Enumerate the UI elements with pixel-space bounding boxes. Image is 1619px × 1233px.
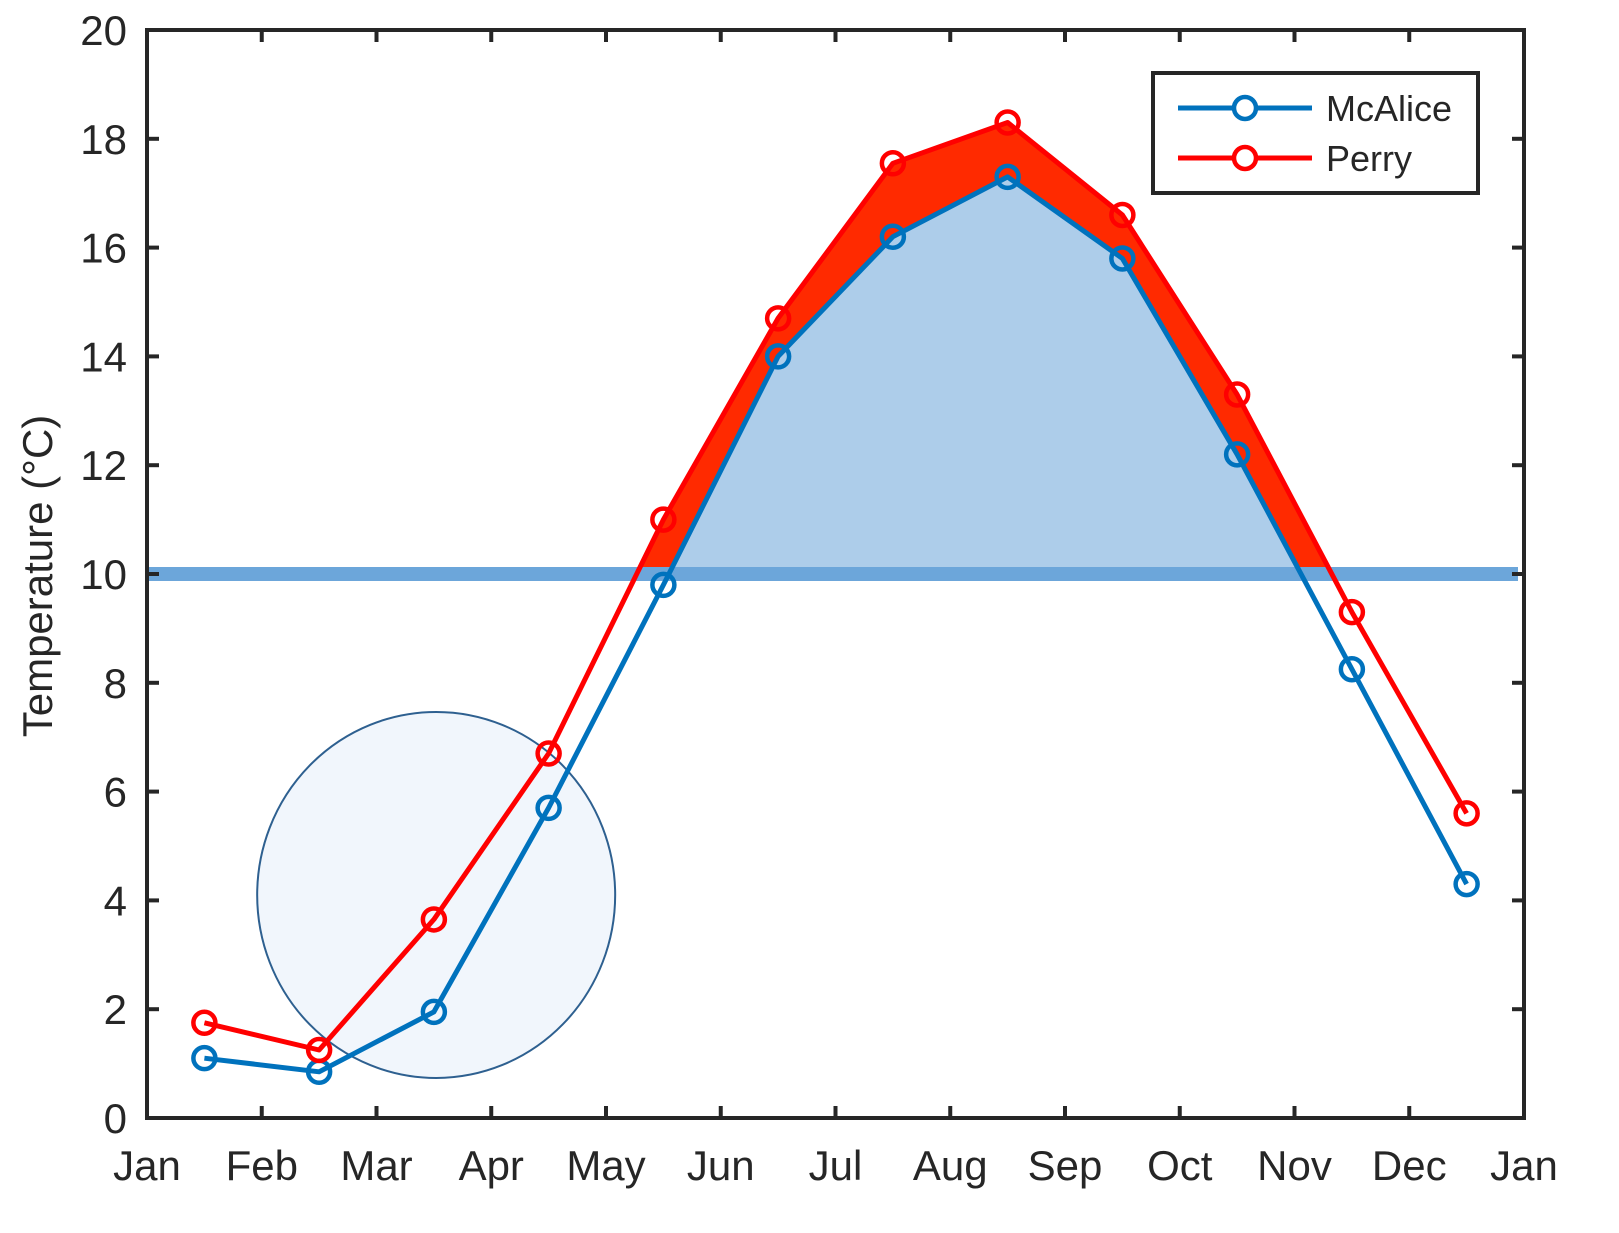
x-tick-label: Feb (226, 1142, 298, 1189)
data-point-perry (764, 305, 792, 332)
x-tick-label: Jul (809, 1142, 863, 1189)
series-line-mcalice (204, 174, 1469, 1075)
x-tick-label: Sep (1028, 1142, 1103, 1189)
data-point-mcalice (535, 794, 562, 822)
legend-items: McAlice Perry (1178, 88, 1452, 179)
x-tick-label: Oct (1147, 1142, 1213, 1189)
series-line-perry (203, 120, 1469, 1053)
y-tick-label: 2 (104, 986, 127, 1033)
annotation-layer (256, 710, 617, 1079)
legend-label-mcalice: McAlice (1326, 88, 1452, 129)
data-point-perry (305, 1036, 333, 1064)
x-tick-label: Mar (340, 1142, 412, 1189)
x-tick-label: May (566, 1142, 645, 1189)
x-tick-label: Jun (687, 1142, 755, 1189)
highlight-circle (256, 710, 617, 1079)
y-tick-label: 0 (104, 1095, 127, 1142)
data-point-perry (535, 740, 562, 767)
data-point-mcalice (1223, 441, 1251, 468)
data-point-perry (1223, 381, 1251, 408)
x-tick-label: Apr (459, 1142, 524, 1189)
y-tick-label: 4 (104, 877, 127, 924)
x-tick-label: Jan (1490, 1142, 1558, 1189)
y-tick-label: 6 (104, 769, 127, 816)
data-point-perry (1109, 201, 1136, 229)
data-point-mcalice (994, 163, 1021, 191)
legend-label-perry: Perry (1326, 138, 1412, 179)
y-tick-label: 16 (80, 225, 127, 272)
data-point-mcalice (420, 998, 448, 1026)
legend-box (1151, 71, 1480, 195)
y-tick-label: 12 (80, 442, 127, 489)
data-point-mcalice (191, 1044, 218, 1072)
series-layer (191, 109, 1480, 1086)
data-point-mcalice (879, 223, 907, 250)
y-tick-label: 18 (80, 116, 127, 163)
y-tick-label: 20 (80, 7, 127, 54)
legend-marker-mcalice (1231, 94, 1259, 122)
x-tick-label: Aug (913, 1142, 988, 1189)
data-point-mcalice (1109, 245, 1136, 272)
data-point-perry (650, 506, 677, 533)
legend-marker-perry (1231, 144, 1259, 172)
data-point-mcalice (650, 571, 677, 599)
legend: McAlice Perry (1151, 71, 1480, 195)
y-tick-label: 10 (80, 551, 127, 598)
data-point-perry (191, 1009, 218, 1037)
data-point-mcalice (764, 343, 792, 370)
x-tick-label: Jan (113, 1142, 181, 1189)
x-tick-label: Dec (1372, 1142, 1447, 1189)
data-point-perry (994, 109, 1021, 136)
y-axis-title: Temperature (°C) (14, 415, 61, 738)
axes-layer: Jan Feb Mar Apr May Jun Jul Aug Sep Oct Nov Dec Jan0… (80, 7, 1558, 1189)
y-tick-label: 8 (104, 660, 127, 707)
data-point-perry (1338, 598, 1366, 626)
data-point-perry (879, 150, 907, 177)
x-tick-label: Nov (1257, 1142, 1332, 1189)
data-point-mcalice (1338, 655, 1366, 683)
y-tick-label: 14 (80, 333, 127, 380)
data-point-perry (1453, 800, 1480, 827)
data-point-mcalice (1453, 870, 1480, 898)
data-point-perry (420, 906, 448, 933)
